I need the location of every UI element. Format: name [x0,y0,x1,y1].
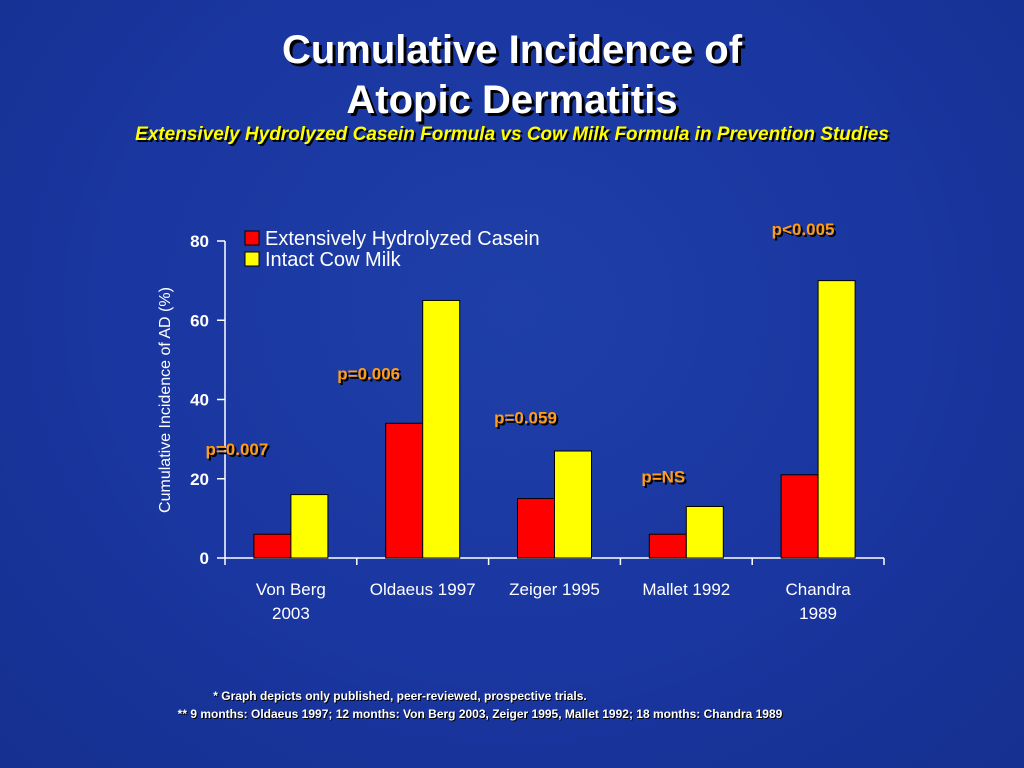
p-value-label: p=0.007 [205,440,268,459]
p-value-label: p=0.006 [337,365,400,384]
bar-ehc [253,533,292,559]
p-value-label: p<0.005 [772,220,835,239]
footnote-1: * Graph depicts only published, peer-rev… [213,689,587,703]
subtitle: Extensively Hydrolyzed Casein Formula vs… [135,124,889,145]
p-value-shadow: p=NS [643,470,687,489]
p-value-shadow: p=0.007 [207,442,270,461]
legend-swatch-ehc [244,230,260,246]
y-axis-label: Cumulative Incidence of AD (%) [157,287,174,513]
p-value-shadow: p=0.059 [496,410,559,429]
legend-label: Extensively Hydrolyzed Casein [265,228,540,250]
bar-ehc [780,474,819,559]
x-category-label: 2003 [272,604,310,623]
x-category-label: Oldaeus 1997 [370,580,476,599]
title-line-2: Atopic Dermatitis [346,78,678,122]
title-line-1: Cumulative Incidence of [281,28,743,72]
bar-ehc [648,533,687,559]
bar-ehc [385,422,424,559]
x-category-label: Chandra [785,580,851,599]
p-value-shadow: p=0.006 [339,367,402,386]
bar-cow-milk [817,280,856,559]
bar-ehc [517,498,555,559]
p-value-label: p=0.059 [494,408,557,427]
y-tick-label: 60 [190,311,209,330]
bar-cow-milk [685,505,724,559]
p-value-label: p=NS [641,468,685,487]
bar-cow-milk [290,494,329,559]
y-tick-label: 0 [200,549,209,568]
legend-swatch-cow-milk [244,251,260,267]
footnote-2: ** 9 months: Oldaeus 1997; 12 months: Vo… [177,707,783,721]
bar-cow-milk [422,299,461,559]
y-tick-label: 80 [190,232,209,251]
p-value-shadow: p<0.005 [774,222,837,241]
x-category-label: 1989 [799,604,837,623]
x-category-label: Zeiger 1995 [509,580,600,599]
x-category-label: Mallet 1992 [642,580,730,599]
x-category-label: Von Berg [256,580,326,599]
legend-label: Intact Cow Milk [265,249,402,271]
bar-cow-milk [554,450,592,559]
y-tick-label: 20 [190,470,209,489]
y-tick-label: 40 [190,391,209,410]
